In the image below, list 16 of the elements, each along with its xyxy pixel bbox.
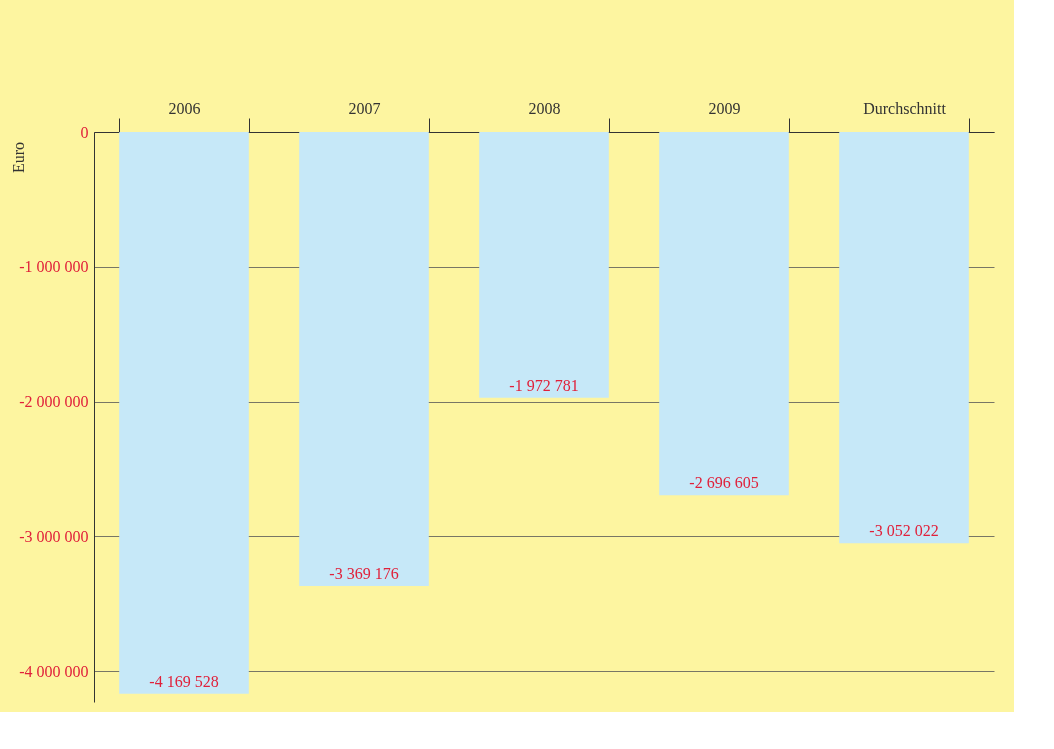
data-label: -4 169 528 <box>149 672 219 690</box>
y-axis-title: Euro <box>9 141 27 174</box>
x-tick-label: 2006 <box>168 99 201 117</box>
y-tick-label: -3 000 000 <box>19 527 89 545</box>
x-tick-label: Durchschnitt <box>863 99 947 117</box>
y-tick-label: -2 000 000 <box>19 393 89 410</box>
data-label: -3 369 176 <box>329 565 399 582</box>
data-label: -2 696 605 <box>689 474 759 492</box>
y-tick-label: -1 000 000 <box>19 258 89 276</box>
y-tick-label: 0 <box>80 123 89 141</box>
x-tick-label: 2008 <box>528 99 561 117</box>
x-tick-label: 2009 <box>708 99 741 117</box>
data-label: -1 972 781 <box>509 376 579 394</box>
y-tick-label: -4 000 000 <box>19 662 89 680</box>
data-label: -3 052 022 <box>869 522 939 540</box>
x-tick-label: 2007 <box>348 99 381 117</box>
